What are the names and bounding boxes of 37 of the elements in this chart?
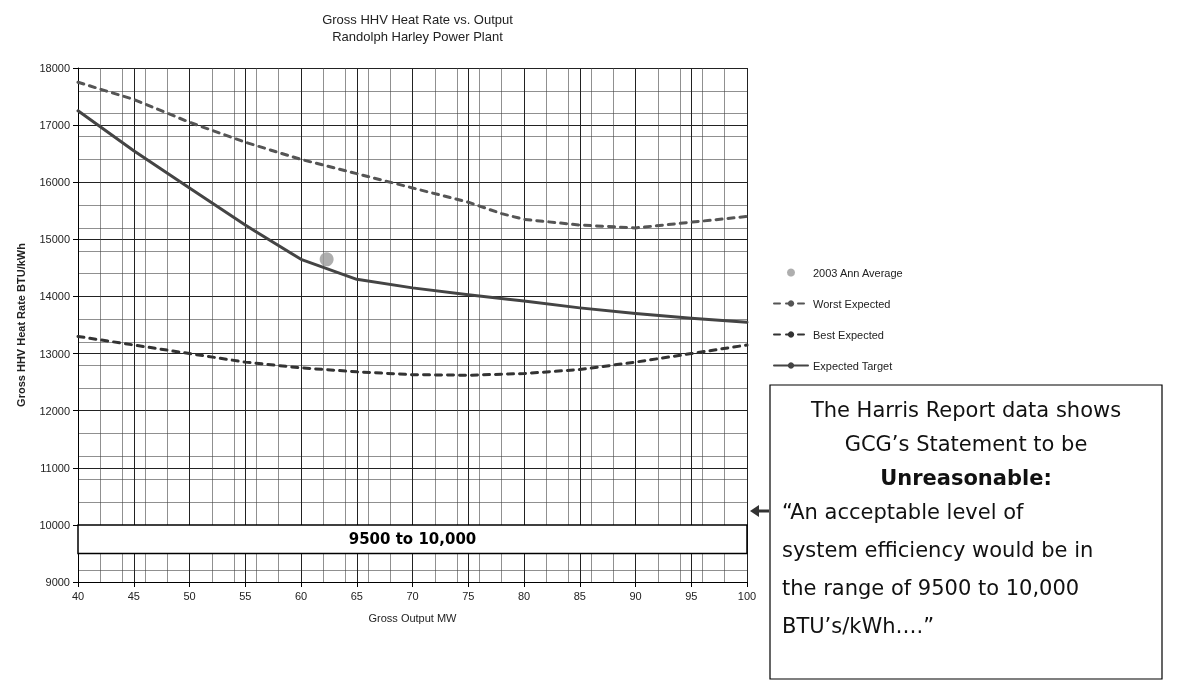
chart-title: Gross HHV Heat Rate vs. Output xyxy=(322,12,514,27)
x-tick-label: 65 xyxy=(350,589,363,602)
y-tick-label: 18000 xyxy=(39,62,70,74)
y-tick-label: 10000 xyxy=(39,518,70,531)
y-tick-label: 16000 xyxy=(39,176,70,189)
y-axis-title: Gross HHV Heat Rate BTU/kWh xyxy=(14,242,27,407)
text: Unreasonable: xyxy=(880,465,1052,490)
text: “An acceptable level of system efficiency would be in the range of 9500 to 10,000 BTU’s/kWh….” xyxy=(782,499,1094,638)
text: The Harris Report data shows GCG’s Statement to be xyxy=(809,397,1122,456)
line-series xyxy=(76,334,749,377)
band-label: 9500 to 10,000 xyxy=(348,530,477,549)
x-tick-label: 45 xyxy=(127,589,140,602)
line-series xyxy=(76,80,749,230)
legend-label: Expected Target xyxy=(813,359,893,372)
x-tick-label: 55 xyxy=(239,589,252,602)
x-axis-title: Gross Output MW xyxy=(368,611,458,624)
legend-label: Best Expected xyxy=(813,328,884,341)
y-tick-label: 15000 xyxy=(39,233,70,246)
x-tick-label: 75 xyxy=(462,589,475,602)
y-tick-label: 17000 xyxy=(39,119,70,132)
x-tick-label: 50 xyxy=(183,589,196,602)
y-tick-label: 9000 xyxy=(45,576,70,588)
legend-label: 2003 Ann Average xyxy=(813,266,903,279)
legend-label: Worst Expected xyxy=(813,297,891,310)
x-tick-label: 60 xyxy=(294,589,308,602)
x-tick-label: 85 xyxy=(573,589,586,602)
chart-subtitle: Randolph Harley Power Plant xyxy=(332,29,504,44)
y-tick-label: 12000 xyxy=(39,404,70,417)
x-tick-label: 100 xyxy=(737,589,757,602)
y-tick-label: 14000 xyxy=(39,290,70,303)
y-tick-label: 13000 xyxy=(39,347,70,360)
y-tick-label: 11000 xyxy=(40,461,70,474)
x-tick-label: 90 xyxy=(629,589,642,602)
x-tick-label: 80 xyxy=(517,589,531,602)
x-tick-label: 95 xyxy=(685,589,698,602)
x-tick-label: 40 xyxy=(71,589,85,602)
x-tick-label: 70 xyxy=(406,589,419,602)
